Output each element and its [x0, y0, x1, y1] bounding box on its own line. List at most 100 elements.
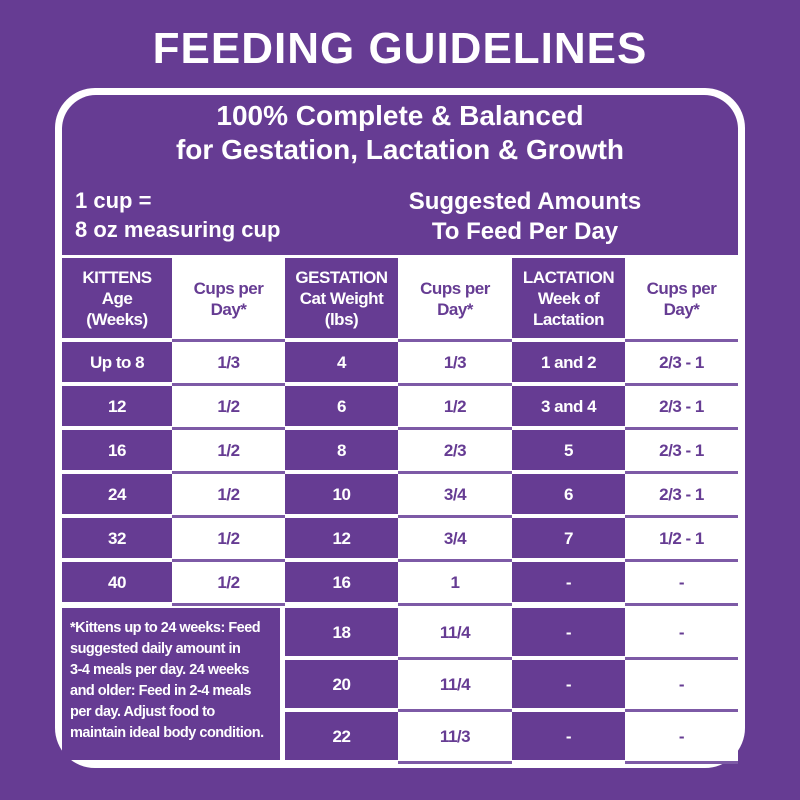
cell-text: 16 — [332, 572, 351, 592]
cell-text: 1/3 — [443, 353, 467, 372]
suggested: Suggested Amounts — [408, 188, 642, 215]
header-text: Lactation — [532, 309, 605, 329]
footnote: *Kittens up to 24 weeks: Feed suggested d… — [62, 608, 280, 760]
gl-cell: 11/3 — [398, 712, 512, 764]
gl-cell: 6 — [285, 386, 398, 426]
card-header — [62, 95, 738, 255]
gl-cell: - — [625, 608, 738, 660]
gl-cell: 3/4 — [398, 474, 512, 518]
cell-text: 8 — [337, 440, 346, 460]
cell-text: 4 — [337, 352, 346, 372]
cell-text: 11/4 — [439, 623, 471, 642]
footnote-line: 3-4 meals per day. 24 weeks — [70, 662, 249, 678]
gl-cell: 4 — [285, 342, 398, 382]
cell-text: 3/4 — [443, 529, 467, 548]
header-text: Cups per — [420, 278, 490, 298]
kitten-cell: 1/2 — [172, 430, 285, 474]
gl-cell: 1 and 2 — [512, 342, 625, 382]
gl-cell: 1/2 - 1 — [625, 518, 738, 562]
gl-cell: 2/3 - 1 — [625, 474, 738, 518]
cell-text: 18 — [332, 622, 351, 642]
kitten-cell: 1/2 — [172, 386, 285, 430]
kitten-cell: 40 — [62, 562, 172, 602]
measure: 8 oz measuring cup — [75, 217, 281, 242]
header-text: Cat Weight — [299, 288, 384, 308]
cell-text: 11/3 — [439, 727, 471, 746]
kitten-cell: 32 — [62, 518, 172, 558]
cell-text: - — [565, 674, 572, 694]
title: FEEDING GUIDELINES — [152, 24, 648, 73]
gl-cell: 3 and 4 — [512, 386, 625, 426]
gl-cell: 12 — [285, 518, 398, 558]
cell-text: 1 and 2 — [540, 352, 597, 372]
header-cell: KITTENS Age (Weeks) — [62, 258, 172, 338]
cell-text: - — [565, 572, 572, 592]
gl-cell: 22 — [285, 712, 398, 760]
gl-cell: - — [625, 660, 738, 712]
gl-cell: - — [625, 562, 738, 606]
cell-text: 1/3 — [217, 353, 240, 372]
gl-cell: 11/4 — [398, 660, 512, 712]
header-text: GESTATION — [295, 267, 388, 287]
cell-text: 22 — [332, 726, 351, 746]
suggested: To Feed Per Day — [431, 218, 619, 245]
gl-cell: 7 — [512, 518, 625, 558]
gl-cell: 2/3 — [398, 430, 512, 474]
cell-text: 3/4 — [443, 485, 467, 504]
cell-text: 1/2 - 1 — [659, 529, 704, 548]
cell-text: 1/2 — [217, 529, 240, 548]
header-text: KITTENS — [82, 267, 152, 287]
gl-cell: - — [512, 660, 625, 708]
kitten-cell: 1/2 — [172, 474, 285, 518]
cell-text: 6 — [337, 396, 346, 416]
gl-cell: - — [625, 712, 738, 764]
cell-text: 32 — [108, 528, 126, 548]
kitten-cell: 12 — [62, 386, 172, 426]
gl-cell: 6 — [512, 474, 625, 514]
cell-text: 16 — [108, 440, 126, 460]
header-cell: Cups per Day* — [172, 258, 285, 342]
header-cell: Cups per Day* — [625, 258, 738, 342]
cell-text: - — [678, 623, 685, 642]
gl-cell: - — [512, 562, 625, 602]
cell-text: - — [565, 622, 572, 642]
cell-text: - — [678, 573, 685, 592]
header-text: Day* — [663, 299, 700, 319]
kitten-cell: 1/3 — [172, 342, 285, 386]
cell-text: 2/3 - 1 — [659, 397, 704, 416]
header-cell: LACTATION Week of Lactation — [512, 258, 625, 338]
footnote-line: per day. Adjust food to — [70, 704, 215, 720]
gl-cell: 2/3 - 1 — [625, 342, 738, 386]
cell-text: 2/3 - 1 — [659, 441, 704, 460]
gl-cell: - — [512, 608, 625, 656]
gl-cell: 1/3 — [398, 342, 512, 386]
gl-cell: 8 — [285, 430, 398, 470]
header-cell: GESTATION Cat Weight (lbs) — [285, 258, 398, 338]
subtitle: for Gestation, Lactation & Growth — [175, 134, 624, 165]
cell-text: 7 — [564, 528, 573, 548]
cell-text: 6 — [564, 484, 573, 504]
cell-text: 20 — [332, 674, 351, 694]
header-text: Age — [101, 288, 133, 308]
subtitle: 100% Complete & Balanced — [216, 100, 584, 131]
gl-cell: 10 — [285, 474, 398, 514]
gl-cell: 1/2 — [398, 386, 512, 430]
cell-text: Up to 8 — [89, 352, 145, 372]
gl-cell: - — [512, 712, 625, 760]
gl-cell: 18 — [285, 608, 398, 656]
header-text: Week of — [537, 288, 600, 308]
cell-text: 1/2 — [217, 485, 240, 504]
gl-cell: 16 — [285, 562, 398, 602]
cell-text: 1/2 — [217, 573, 240, 592]
cell-text: 10 — [332, 484, 351, 504]
header-cell: Cups per Day* — [398, 258, 512, 342]
footnote-line: and older: Feed in 2-4 meals — [70, 683, 252, 699]
cell-text: - — [565, 726, 572, 746]
header-text: (Weeks) — [86, 309, 148, 329]
gl-cell: 20 — [285, 660, 398, 708]
measure: 1 cup = — [75, 188, 152, 213]
kitten-cell: 1/2 — [172, 562, 285, 606]
cell-text: 1/2 — [217, 441, 240, 460]
gl-cell: 11/4 — [398, 608, 512, 660]
